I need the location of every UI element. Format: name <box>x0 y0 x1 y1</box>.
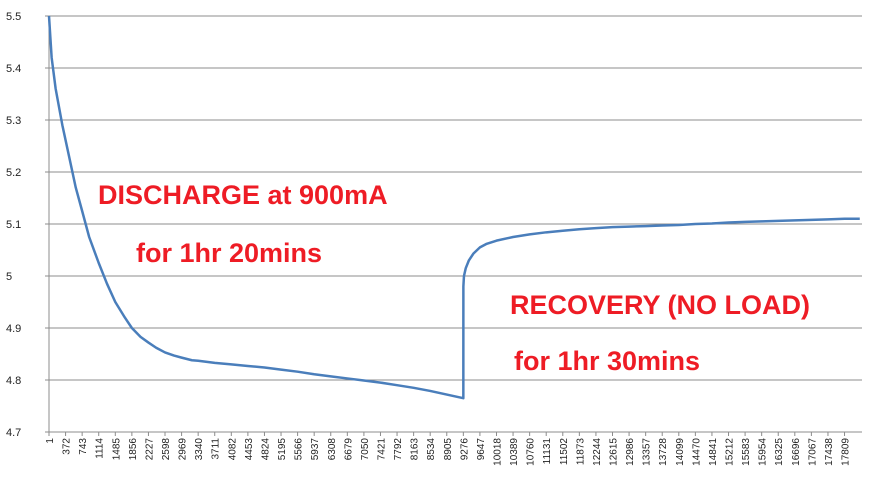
x-tick-label: 5566 <box>294 438 305 461</box>
x-tick-label: 3340 <box>194 438 205 461</box>
annotation-recovery-duration: for 1hr 30mins <box>514 346 700 376</box>
x-tick-label: 12244 <box>592 438 603 466</box>
x-tick-label: 1856 <box>128 438 139 461</box>
x-tick-label: 372 <box>62 438 73 455</box>
annotation-recovery: RECOVERY (NO LOAD) <box>510 290 810 320</box>
x-tick-label: 13728 <box>658 438 669 466</box>
x-tick-label: 3711 <box>211 438 222 460</box>
x-tick-label: 9276 <box>459 438 470 461</box>
x-tick-label: 17067 <box>807 438 818 466</box>
y-tick-label: 5 <box>6 271 12 283</box>
x-tick-label: 16325 <box>774 438 785 466</box>
y-tick-label: 5.1 <box>6 219 21 231</box>
x-tick-label: 11131 <box>542 438 553 465</box>
x-tick-label: 17438 <box>824 438 835 466</box>
x-tick-label: 7050 <box>360 438 371 461</box>
x-tick-label: 7421 <box>376 438 387 461</box>
x-tick-label: 1 <box>45 438 56 444</box>
y-tick-label: 4.7 <box>6 427 21 439</box>
x-tick-label: 13357 <box>642 438 653 466</box>
x-tick-label: 5195 <box>277 438 288 461</box>
x-tick-label: 14099 <box>675 438 686 466</box>
x-tick-label: 7792 <box>393 438 404 461</box>
x-tick-label: 14470 <box>691 438 702 466</box>
x-tick-label: 14841 <box>708 438 719 466</box>
x-tick-label: 8905 <box>443 438 454 461</box>
x-tick-label: 2227 <box>144 438 155 461</box>
x-tick-label: 16696 <box>791 438 802 466</box>
x-tick-label: 5937 <box>310 438 321 461</box>
x-tick-label: 6308 <box>327 438 338 461</box>
y-tick-label: 5.4 <box>6 63 21 75</box>
x-tick-label: 4824 <box>260 438 271 461</box>
x-tick-label: 4453 <box>244 438 255 461</box>
x-tick-label: 12615 <box>609 438 620 466</box>
y-tick-label: 5.5 <box>6 11 21 23</box>
y-tick-label: 4.9 <box>6 323 21 335</box>
y-tick-label: 5.3 <box>6 115 21 127</box>
x-axis-ticks: 1 372 743 1114 1485 1856 2227 2598 2969 3340 3711 4… <box>45 432 852 466</box>
x-tick-label: 15583 <box>741 438 752 466</box>
x-tick-label: 6679 <box>343 438 354 461</box>
x-tick-label: 1114 <box>95 438 106 459</box>
x-tick-label: 11873 <box>575 438 586 466</box>
x-tick-label: 11502 <box>559 438 570 466</box>
series-line <box>47 15 860 400</box>
x-tick-label: 10760 <box>526 438 537 466</box>
x-tick-label: 12986 <box>625 438 636 466</box>
gridlines <box>49 15 862 433</box>
x-tick-label: 2969 <box>178 438 189 461</box>
y-tick-label: 4.8 <box>6 375 21 387</box>
annotation-discharge-duration: for 1hr 20mins <box>136 238 322 268</box>
annotation-discharge: DISCHARGE at 900mA <box>98 180 388 210</box>
x-tick-label: 17809 <box>841 438 852 466</box>
x-tick-label: 10389 <box>509 438 520 466</box>
x-tick-label: 15212 <box>725 438 736 466</box>
y-axis-ticks: 5.5 5.4 5.3 5.2 5.1 5 4.9 4.8 4.7 <box>6 11 49 439</box>
x-tick-label: 8163 <box>410 438 421 461</box>
x-tick-label: 4082 <box>227 438 238 461</box>
x-tick-label: 10018 <box>492 438 503 466</box>
x-tick-label: 743 <box>78 438 89 455</box>
x-tick-label: 2598 <box>161 438 172 461</box>
x-tick-label: 1485 <box>111 438 122 461</box>
x-tick-label: 8534 <box>426 438 437 461</box>
x-tick-label: 9647 <box>476 438 487 461</box>
y-tick-label: 5.2 <box>6 167 21 179</box>
x-tick-label: 15954 <box>758 438 769 466</box>
